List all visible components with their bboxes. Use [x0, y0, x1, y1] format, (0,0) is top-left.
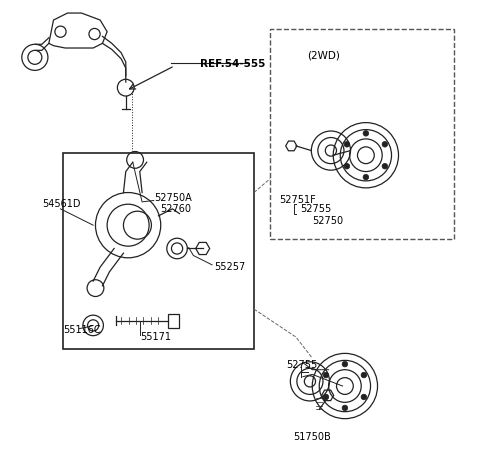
Circle shape [342, 361, 348, 367]
Circle shape [363, 174, 369, 180]
Text: 55257: 55257 [215, 262, 246, 272]
Text: 52755: 52755 [300, 204, 332, 214]
Text: 54561D: 54561D [42, 199, 80, 209]
Text: 52750A: 52750A [154, 193, 192, 203]
Text: (2WD): (2WD) [308, 50, 340, 60]
Text: REF.54-555: REF.54-555 [200, 60, 266, 69]
Circle shape [382, 142, 388, 147]
Circle shape [344, 142, 350, 147]
Circle shape [323, 372, 329, 378]
Circle shape [361, 372, 367, 378]
Text: 55171: 55171 [140, 332, 171, 342]
Text: 52755: 52755 [287, 360, 318, 370]
Circle shape [344, 163, 350, 169]
Circle shape [323, 394, 329, 400]
Text: 52751F: 52751F [280, 195, 316, 204]
Circle shape [342, 405, 348, 411]
Circle shape [363, 130, 369, 136]
Text: 51750B: 51750B [294, 432, 331, 442]
Circle shape [361, 394, 367, 400]
Bar [63, 153, 254, 349]
Bar [270, 30, 455, 239]
Text: 52750: 52750 [312, 216, 343, 226]
Circle shape [382, 163, 388, 169]
Bar [168, 314, 180, 328]
Text: 52760: 52760 [160, 204, 191, 214]
Text: 55116C: 55116C [63, 325, 100, 335]
